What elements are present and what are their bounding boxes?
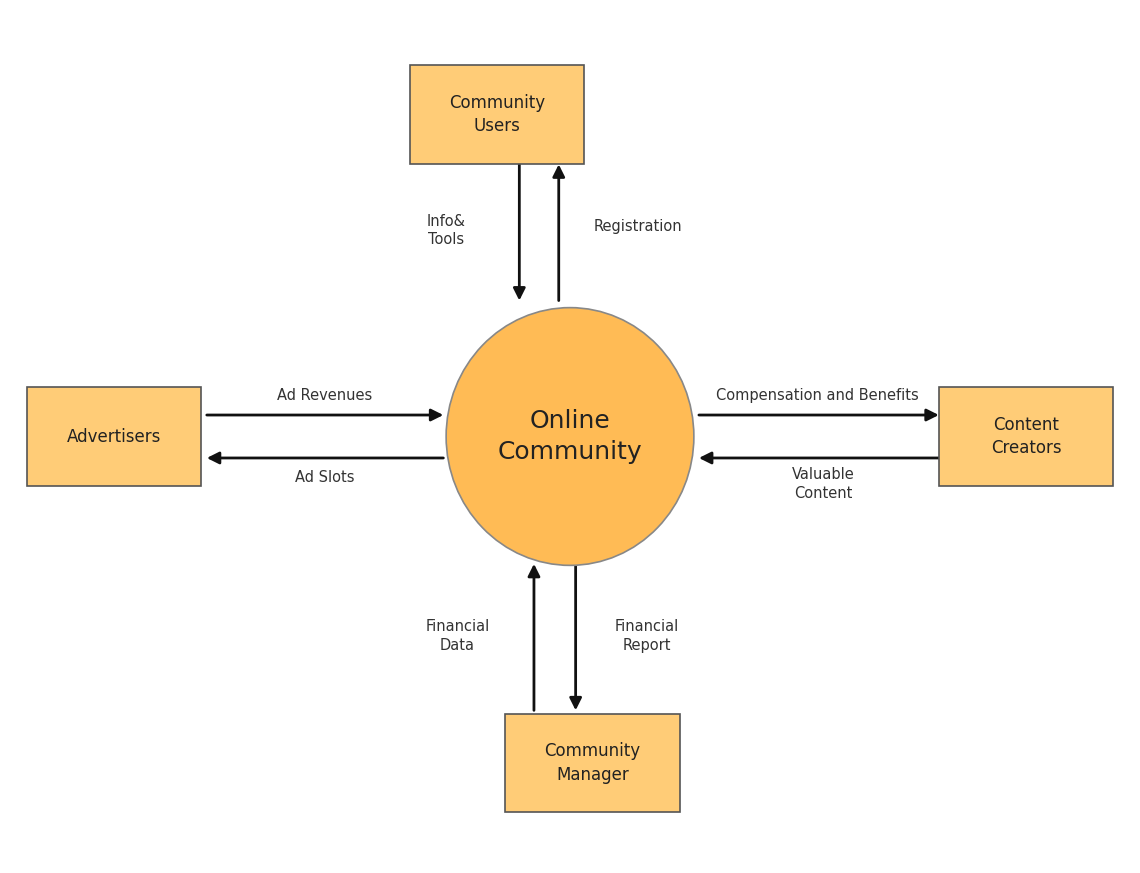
Text: Advertisers: Advertisers <box>67 428 161 445</box>
Text: Valuable
Content: Valuable Content <box>792 467 855 500</box>
Ellipse shape <box>446 307 694 566</box>
Text: Content
Creators: Content Creators <box>991 416 1061 457</box>
Text: Ad Revenues: Ad Revenues <box>277 388 372 402</box>
Text: Financial
Report: Financial Report <box>614 619 678 653</box>
Text: Online
Community: Online Community <box>498 409 642 464</box>
Text: Community
Users: Community Users <box>449 93 545 135</box>
Text: Financial
Data: Financial Data <box>425 619 489 653</box>
Text: Compensation and Benefits: Compensation and Benefits <box>716 388 919 402</box>
FancyBboxPatch shape <box>26 387 201 486</box>
FancyBboxPatch shape <box>939 387 1114 486</box>
FancyBboxPatch shape <box>409 65 584 164</box>
FancyBboxPatch shape <box>505 713 679 813</box>
Text: Community
Manager: Community Manager <box>545 742 641 784</box>
Text: Info&
Tools: Info& Tools <box>426 214 465 247</box>
Text: Ad Slots: Ad Slots <box>295 471 355 485</box>
Text: Registration: Registration <box>593 218 682 233</box>
